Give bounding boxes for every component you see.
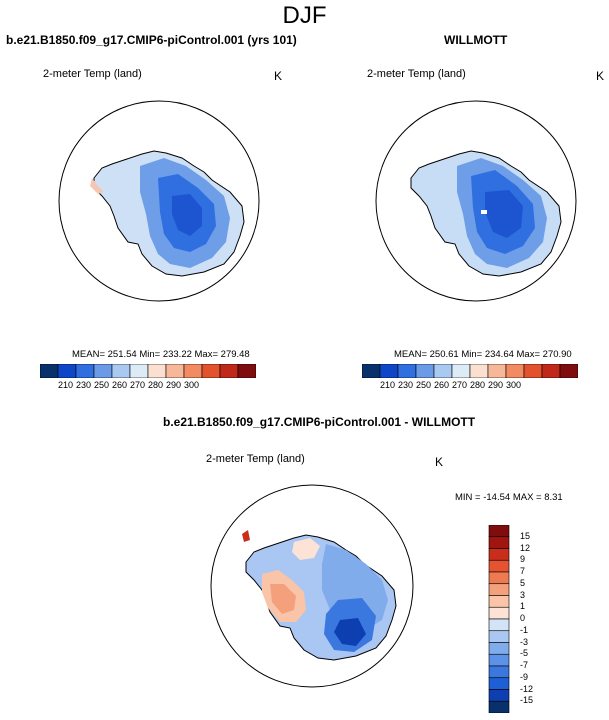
panel3-colorbar-ticks: 15 12 9 7 5 3 1 0 -1 -3 -5 -7 -9 -12 -15 xyxy=(520,525,560,713)
colorbar-swatch xyxy=(75,364,95,378)
colorbar-tick-label: 250 xyxy=(94,380,110,390)
colorbar-tick-label: 210 xyxy=(58,380,74,390)
colorbar-swatch xyxy=(505,364,525,378)
colorbar-tick-label: 270 xyxy=(130,380,146,390)
colorbar-tick-label: 290 xyxy=(488,380,504,390)
panel2-antarctica-field xyxy=(410,150,562,277)
colorbar-swatch xyxy=(488,642,510,655)
colorbar-swatch xyxy=(362,364,381,378)
colorbar-swatch xyxy=(488,606,510,620)
colorbar-tick-label: 5 xyxy=(520,577,526,588)
panel1-unit-label: K xyxy=(274,69,283,83)
colorbar-tick-label: 300 xyxy=(506,380,522,390)
colorbar-swatch xyxy=(183,364,203,378)
colorbar-swatch xyxy=(379,364,399,378)
panel3-unit-label: K xyxy=(435,455,444,469)
colorbar-tick-label: 230 xyxy=(398,380,414,390)
colorbar-tick-label: -7 xyxy=(520,660,529,670)
colorbar-tick-label: 1 xyxy=(520,601,526,612)
colorbar-tick-label: 260 xyxy=(112,380,128,390)
panel3-title: b.e21.B1850.f09_g17.CMIP6-piControl.001 … xyxy=(163,415,476,429)
colorbar-swatch xyxy=(488,653,510,667)
colorbar-swatch xyxy=(488,700,510,713)
colorbar-swatch xyxy=(165,364,185,378)
colorbar-tick-label: -5 xyxy=(520,648,529,659)
colorbar-tick-label: -1 xyxy=(520,624,529,635)
colorbar-swatch xyxy=(397,364,417,378)
colorbar-swatch xyxy=(57,364,77,378)
colorbar-swatch xyxy=(487,364,507,378)
colorbar-swatch xyxy=(433,364,453,378)
colorbar-tick-label: 7 xyxy=(520,566,526,576)
colorbar-swatch xyxy=(488,689,510,702)
panel2-title: WILLMOTT xyxy=(444,33,508,47)
colorbar-swatch xyxy=(147,364,167,378)
panel2-polar-map xyxy=(375,100,577,302)
colorbar-swatch xyxy=(523,364,543,378)
colorbar-swatch xyxy=(129,364,149,378)
colorbar-tick-label: 270 xyxy=(452,380,468,390)
panel1-stats: MEAN= 251.54 Min= 233.22 Max= 279.48 xyxy=(72,349,250,360)
panel2-variable-label: 2-meter Temp (land) xyxy=(367,68,466,80)
panel1-title: b.e21.B1850.f09_g17.CMIP6-piControl.001 … xyxy=(6,33,297,47)
colorbar-swatch xyxy=(237,364,256,378)
panel1-antarctica-field xyxy=(90,150,245,277)
colorbar-swatch xyxy=(488,571,510,585)
colorbar-swatch xyxy=(488,665,510,679)
colorbar-tick-label: 3 xyxy=(520,589,526,600)
panel3-colorbar xyxy=(488,525,510,713)
colorbar-tick-label: -9 xyxy=(520,671,529,682)
colorbar-tick-label: 290 xyxy=(166,380,182,390)
colorbar-swatch xyxy=(415,364,435,378)
colorbar-swatch xyxy=(111,364,131,378)
colorbar-tick-label: 12 xyxy=(520,542,531,553)
colorbar-tick-label: 280 xyxy=(148,380,164,390)
colorbar-tick-label: 260 xyxy=(434,380,450,390)
colorbar-swatch xyxy=(541,364,561,378)
panel1-colorbar-ticks: 210 230 250 260 270 280 290 300 xyxy=(40,380,256,392)
panel2-unit-label: K xyxy=(596,69,605,83)
colorbar-swatch xyxy=(488,595,510,608)
panel2-colorbar xyxy=(362,364,578,378)
colorbar-swatch xyxy=(93,364,113,378)
panel1-variable-label: 2-meter Temp (land) xyxy=(43,68,142,80)
colorbar-swatch xyxy=(488,536,510,549)
colorbar-swatch xyxy=(488,548,510,561)
colorbar-swatch xyxy=(469,364,489,378)
colorbar-tick-label: -3 xyxy=(520,636,529,647)
panel3-stats: MIN = -14.54 MAX = 8.31 xyxy=(455,492,563,503)
colorbar-swatch xyxy=(488,583,510,596)
colorbar-swatch xyxy=(488,559,510,573)
colorbar-tick-label: 15 xyxy=(520,530,531,541)
colorbar-swatch xyxy=(201,364,221,378)
panel3-variable-label: 2-meter Temp (land) xyxy=(206,453,305,465)
colorbar-swatch xyxy=(488,677,510,690)
panel1-polar-map xyxy=(58,100,260,302)
colorbar-tick-label: 230 xyxy=(76,380,92,390)
figure-title: DJF xyxy=(282,2,327,29)
colorbar-tick-label: -12 xyxy=(520,683,534,694)
colorbar-swatch xyxy=(451,364,471,378)
colorbar-tick-label: 9 xyxy=(520,554,526,565)
colorbar-tick-label: 300 xyxy=(184,380,200,390)
panel2-colorbar-ticks: 210 230 250 260 270 280 290 300 xyxy=(362,380,578,392)
colorbar-swatch xyxy=(40,364,59,378)
colorbar-tick-label: 250 xyxy=(416,380,432,390)
colorbar-swatch xyxy=(559,364,578,378)
panel3-polar-map xyxy=(210,484,414,688)
colorbar-tick-label: -15 xyxy=(520,695,534,706)
colorbar-swatch xyxy=(488,525,510,538)
colorbar-tick-label: 0 xyxy=(520,613,526,623)
panel1-colorbar xyxy=(40,364,256,378)
panel2-stats: MEAN= 250.61 Min= 234.64 Max= 270.90 xyxy=(394,349,572,360)
colorbar-swatch xyxy=(488,630,510,643)
colorbar-swatch xyxy=(219,364,239,378)
colorbar-swatch xyxy=(488,618,510,632)
colorbar-tick-label: 280 xyxy=(470,380,486,390)
colorbar-tick-label: 210 xyxy=(380,380,396,390)
panel3-antarctica-field xyxy=(242,530,397,661)
